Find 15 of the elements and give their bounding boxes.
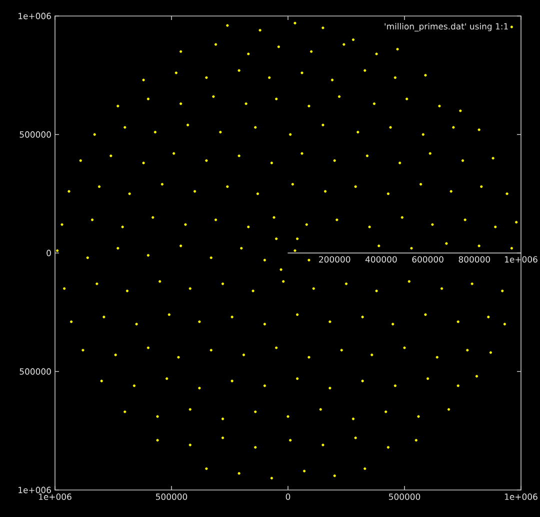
x-tick-label: 1e+006 bbox=[39, 494, 72, 500]
legend-label: 'million_primes.dat' using 1:1 bbox=[384, 22, 508, 32]
annotation: 200000 bbox=[319, 256, 350, 263]
x-tick-label: 500000 bbox=[156, 494, 188, 500]
y-tick-label: 500000 bbox=[20, 368, 51, 375]
annotation: 800000 bbox=[458, 256, 490, 263]
y-tick-label: 1e+006 bbox=[18, 12, 51, 20]
y-tick-label: 1e+006 bbox=[18, 486, 51, 494]
annotation: 400000 bbox=[365, 256, 397, 263]
y-tick-label: 0 bbox=[46, 250, 51, 256]
x-tick-label: 0 bbox=[286, 494, 290, 500]
y-tick-label: 500000 bbox=[20, 131, 51, 138]
annotation: 600000 bbox=[412, 256, 444, 263]
x-tick-label: 1e+006 bbox=[505, 494, 538, 500]
x-tick-label: 500000 bbox=[388, 494, 420, 500]
